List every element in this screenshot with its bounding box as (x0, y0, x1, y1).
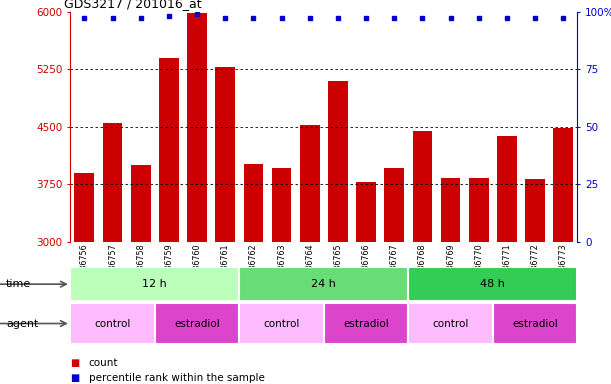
Bar (103, 123, 122, 242)
Bar (356, 182, 376, 242)
Bar (412, 131, 433, 242)
Text: estradiol: estradiol (174, 318, 220, 329)
Text: time: time (6, 279, 31, 289)
Text: 48 h: 48 h (480, 279, 505, 289)
Bar (131, 165, 150, 242)
Text: ■: ■ (70, 373, 79, 383)
Bar (159, 58, 179, 242)
Bar (384, 168, 404, 242)
Bar (493, 303, 577, 344)
Bar (469, 178, 489, 242)
Bar (155, 303, 240, 344)
Bar (554, 128, 573, 242)
Text: control: control (94, 318, 131, 329)
Bar (525, 179, 545, 242)
Text: percentile rank within the sample: percentile rank within the sample (89, 373, 265, 383)
Bar (441, 178, 461, 242)
Text: estradiol: estradiol (512, 318, 558, 329)
Bar (240, 303, 324, 344)
Bar (408, 303, 493, 344)
Bar (272, 168, 291, 242)
Bar (324, 303, 408, 344)
Bar (244, 164, 263, 242)
Text: count: count (89, 358, 118, 368)
Text: 24 h: 24 h (312, 279, 336, 289)
Text: control: control (433, 318, 469, 329)
Bar (328, 81, 348, 242)
Text: estradiol: estradiol (343, 318, 389, 329)
Bar (408, 267, 577, 301)
Bar (300, 125, 320, 242)
Bar (187, 13, 207, 242)
Bar (70, 267, 240, 301)
Text: GDS3217 / 201016_at: GDS3217 / 201016_at (64, 0, 202, 10)
Bar (75, 173, 94, 242)
Text: ■: ■ (70, 358, 79, 368)
Text: agent: agent (6, 318, 38, 329)
Bar (70, 303, 155, 344)
Bar (215, 67, 235, 242)
Bar (497, 136, 517, 242)
Bar (240, 267, 408, 301)
Text: control: control (263, 318, 300, 329)
Text: 12 h: 12 h (142, 279, 167, 289)
